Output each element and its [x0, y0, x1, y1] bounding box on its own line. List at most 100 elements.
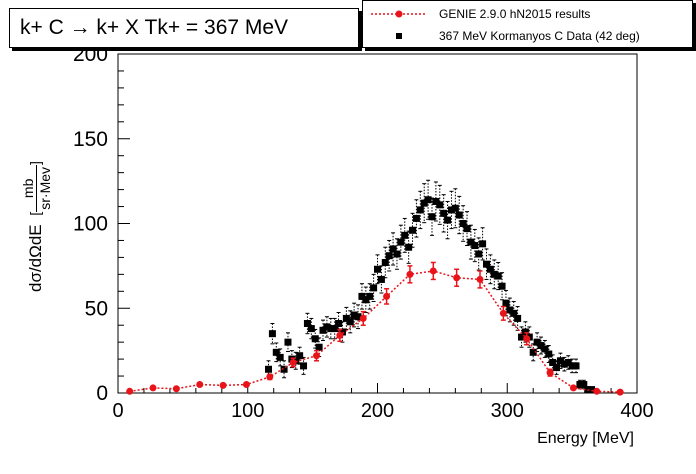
- data-point: [463, 225, 471, 233]
- data-series-genie: [126, 261, 624, 396]
- data-point: [362, 296, 370, 304]
- data-point: [358, 292, 366, 300]
- y-tick-label: 200: [73, 43, 108, 66]
- x-tick-label: 200: [361, 400, 394, 422]
- data-point: [409, 226, 417, 234]
- genie-point: [546, 369, 554, 377]
- data-point: [377, 275, 385, 283]
- genie-point: [616, 388, 624, 396]
- genie-point: [242, 381, 250, 389]
- data-point: [381, 258, 389, 266]
- data-point: [397, 238, 405, 246]
- data-point: [284, 338, 292, 346]
- y-tick-label: 150: [73, 128, 108, 151]
- data-point: [510, 309, 518, 317]
- data-point: [545, 350, 553, 358]
- x-tick-label: 400: [620, 400, 653, 422]
- data-point: [564, 358, 572, 366]
- data-point: [401, 231, 409, 239]
- y-axis-title-main: dσ/dΩdE: [25, 224, 45, 292]
- genie-point: [593, 387, 601, 395]
- genie-point: [172, 385, 180, 393]
- data-point: [280, 365, 288, 373]
- data-point: [436, 201, 444, 209]
- data-point: [268, 330, 276, 338]
- data-point: [420, 199, 428, 207]
- genie-point: [313, 352, 321, 360]
- data-point: [354, 313, 362, 321]
- genie-point: [499, 309, 507, 317]
- data-point: [518, 333, 526, 341]
- data-point: [331, 325, 339, 333]
- data-point: [335, 320, 343, 328]
- data-point: [537, 342, 545, 350]
- legend: GENIE 2.9.0 hN2015 results 367 MeV Korma…: [362, 0, 693, 48]
- data-point: [576, 381, 584, 389]
- y-tick-label: 100: [73, 213, 108, 236]
- data-point: [303, 320, 311, 328]
- data-point: [479, 240, 487, 248]
- data-point: [498, 282, 506, 290]
- data-point: [296, 352, 304, 360]
- plot-frame: [117, 53, 638, 394]
- y-tick-label: 50: [85, 297, 108, 320]
- data-point: [514, 314, 522, 322]
- data-point: [490, 270, 498, 278]
- data-point: [506, 306, 514, 314]
- data-point: [265, 365, 273, 373]
- data-point: [447, 206, 455, 214]
- data-point: [486, 265, 494, 273]
- data-point: [342, 314, 350, 322]
- data-point: [560, 360, 568, 368]
- data-point: [459, 220, 467, 227]
- data-point: [502, 299, 510, 307]
- data-point: [323, 323, 331, 331]
- data-point: [467, 238, 475, 246]
- data-point: [272, 348, 280, 356]
- data-point: [405, 243, 413, 251]
- data-point: [338, 328, 346, 336]
- x-tick-label: 0: [112, 400, 123, 422]
- data-point: [572, 362, 580, 370]
- data-point: [556, 357, 564, 365]
- x-tick-label: 300: [491, 400, 524, 422]
- data-point: [412, 214, 420, 222]
- genie-point: [359, 314, 367, 322]
- data-point: [319, 326, 327, 334]
- data-point: [424, 196, 432, 204]
- data-point: [389, 245, 397, 253]
- data-point: [568, 362, 576, 370]
- legend-data-label: 367 MeV Kormanyos C Data (42 deg): [439, 29, 640, 43]
- data-point: [549, 358, 557, 366]
- genie-point: [126, 387, 134, 395]
- data-point: [588, 386, 596, 394]
- data-point: [393, 250, 401, 258]
- data-point: [432, 197, 440, 205]
- genie-point: [336, 331, 344, 339]
- legend-item-data: 367 MeV Kormanyos C Data (42 deg): [363, 26, 692, 46]
- data-point: [475, 250, 483, 258]
- data-point: [521, 328, 529, 336]
- data-point: [533, 338, 541, 346]
- data-point: [327, 325, 335, 333]
- genie-line: [129, 270, 621, 393]
- y-axis-unit-denominator: sr·Mev: [37, 166, 53, 210]
- data-point: [374, 265, 381, 273]
- genie-point: [476, 275, 484, 283]
- genie-point: [383, 292, 391, 300]
- y-axis: 0 50 100 150 200: [73, 43, 130, 405]
- genie-point: [266, 373, 274, 381]
- data-point: [307, 325, 315, 333]
- x-axis-title: Energy [MeV]: [537, 430, 634, 447]
- legend-data-symbol-icon: [396, 33, 402, 39]
- data-point: [494, 272, 502, 280]
- genie-point: [523, 335, 531, 343]
- data-point: [300, 362, 308, 370]
- data-point: [416, 206, 424, 214]
- data-point: [482, 260, 490, 268]
- x-tick-label: 100: [231, 400, 264, 422]
- y-tick-label: 0: [96, 382, 108, 405]
- genie-point: [219, 381, 227, 389]
- chart-title-text: k+ C → k+ X Tk+ = 367 MeV: [20, 16, 289, 39]
